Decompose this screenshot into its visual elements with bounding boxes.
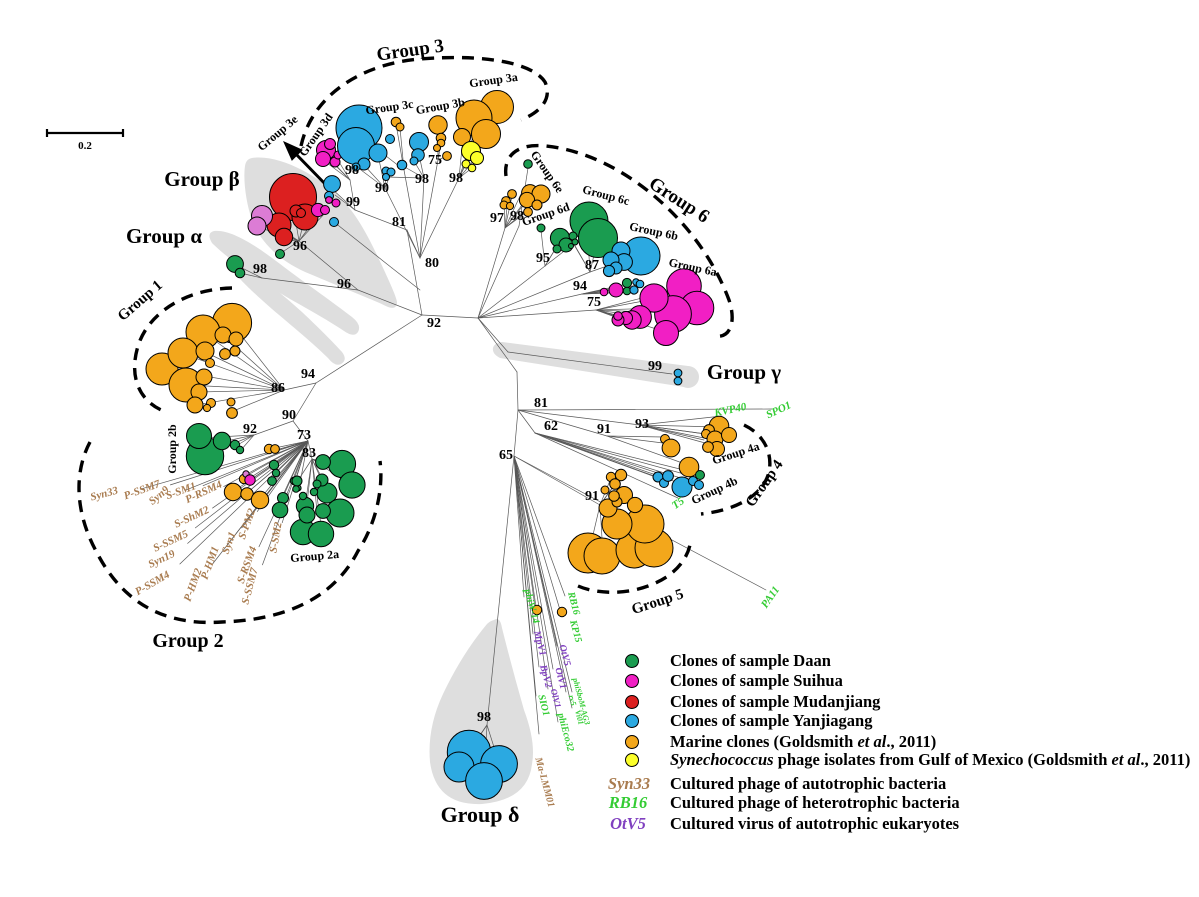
svg-text:80: 80 xyxy=(425,256,439,271)
svg-text:92: 92 xyxy=(427,316,441,331)
svg-text:Group γ: Group γ xyxy=(707,360,781,384)
svg-text:96: 96 xyxy=(293,239,307,254)
svg-text:RB16: RB16 xyxy=(608,793,648,812)
svg-text:62: 62 xyxy=(544,419,558,434)
svg-text:OtV1: OtV1 xyxy=(552,666,568,690)
svg-text:90: 90 xyxy=(375,181,389,196)
svg-text:94: 94 xyxy=(573,279,587,294)
svg-text:94: 94 xyxy=(301,367,315,382)
svg-text:90: 90 xyxy=(282,408,296,423)
svg-text:87: 87 xyxy=(585,258,599,273)
svg-text:75: 75 xyxy=(587,295,601,310)
svg-text:S-SM2: S-SM2 xyxy=(267,521,284,554)
svg-text:83: 83 xyxy=(302,446,316,461)
svg-text:0.2: 0.2 xyxy=(78,140,92,152)
svg-text:98: 98 xyxy=(477,710,491,725)
svg-text:91: 91 xyxy=(585,489,599,504)
svg-text:SIO1: SIO1 xyxy=(535,693,551,717)
svg-text:99: 99 xyxy=(346,195,360,210)
svg-text:73: 73 xyxy=(297,428,311,443)
svg-text:98: 98 xyxy=(253,262,267,277)
svg-text:98: 98 xyxy=(510,209,524,224)
svg-text:Marine clones (Goldsmith et al: Marine clones (Goldsmith et al., 2011) xyxy=(670,732,936,751)
svg-text:96: 96 xyxy=(337,277,351,292)
svg-text:81: 81 xyxy=(392,215,406,230)
svg-text:rv5: rv5 xyxy=(567,694,578,707)
svg-text:Syn33: Syn33 xyxy=(608,774,650,793)
svg-text:97: 97 xyxy=(490,211,504,226)
svg-text:98: 98 xyxy=(415,172,429,187)
svg-text:92: 92 xyxy=(243,422,257,437)
svg-text:OtV5: OtV5 xyxy=(556,643,572,667)
svg-text:OlV1: OlV1 xyxy=(549,688,564,709)
svg-text:Group 3c: Group 3c xyxy=(365,97,415,118)
svg-text:75: 75 xyxy=(428,153,442,168)
svg-text:OtV5: OtV5 xyxy=(610,814,646,833)
svg-text:Cultured phage of autotrophic: Cultured phage of autotrophic bacteria xyxy=(670,774,946,793)
svg-text:Clones of sample Yanjiagang: Clones of sample Yanjiagang xyxy=(670,711,873,730)
svg-text:Vi01: Vi01 xyxy=(573,709,586,726)
svg-text:Synechococcus phage isolates f: Synechococcus phage isolates from Gulf o… xyxy=(670,750,1190,769)
svg-text:Group α: Group α xyxy=(126,224,202,248)
svg-text:Group δ: Group δ xyxy=(441,802,520,827)
svg-text:95: 95 xyxy=(536,251,550,266)
svg-text:Clones of sample Mudanjiang: Clones of sample Mudanjiang xyxy=(670,692,881,711)
svg-text:65: 65 xyxy=(499,448,513,463)
svg-text:Cultured phage of heterotrophi: Cultured phage of heterotrophic bacteria xyxy=(670,793,960,812)
svg-text:Clones of sample Suihua: Clones of sample Suihua xyxy=(670,671,843,690)
svg-text:93: 93 xyxy=(635,417,649,432)
svg-text:86: 86 xyxy=(271,381,285,396)
svg-text:Cultured virus of autotrophic: Cultured virus of autotrophic eukaryotes xyxy=(670,814,960,833)
svg-text:Group 2: Group 2 xyxy=(152,630,223,652)
svg-text:98: 98 xyxy=(449,171,463,186)
svg-text:Group β: Group β xyxy=(164,167,239,191)
svg-text:Group 2a: Group 2a xyxy=(290,547,340,565)
svg-text:91: 91 xyxy=(597,422,611,437)
svg-text:Group 2b: Group 2b xyxy=(165,424,179,474)
svg-text:99: 99 xyxy=(648,359,662,374)
svg-text:Clones of sample Daan: Clones of sample Daan xyxy=(670,651,831,670)
svg-text:Group 3a: Group 3a xyxy=(468,70,518,91)
svg-text:98: 98 xyxy=(345,163,359,178)
svg-text:81: 81 xyxy=(534,396,548,411)
